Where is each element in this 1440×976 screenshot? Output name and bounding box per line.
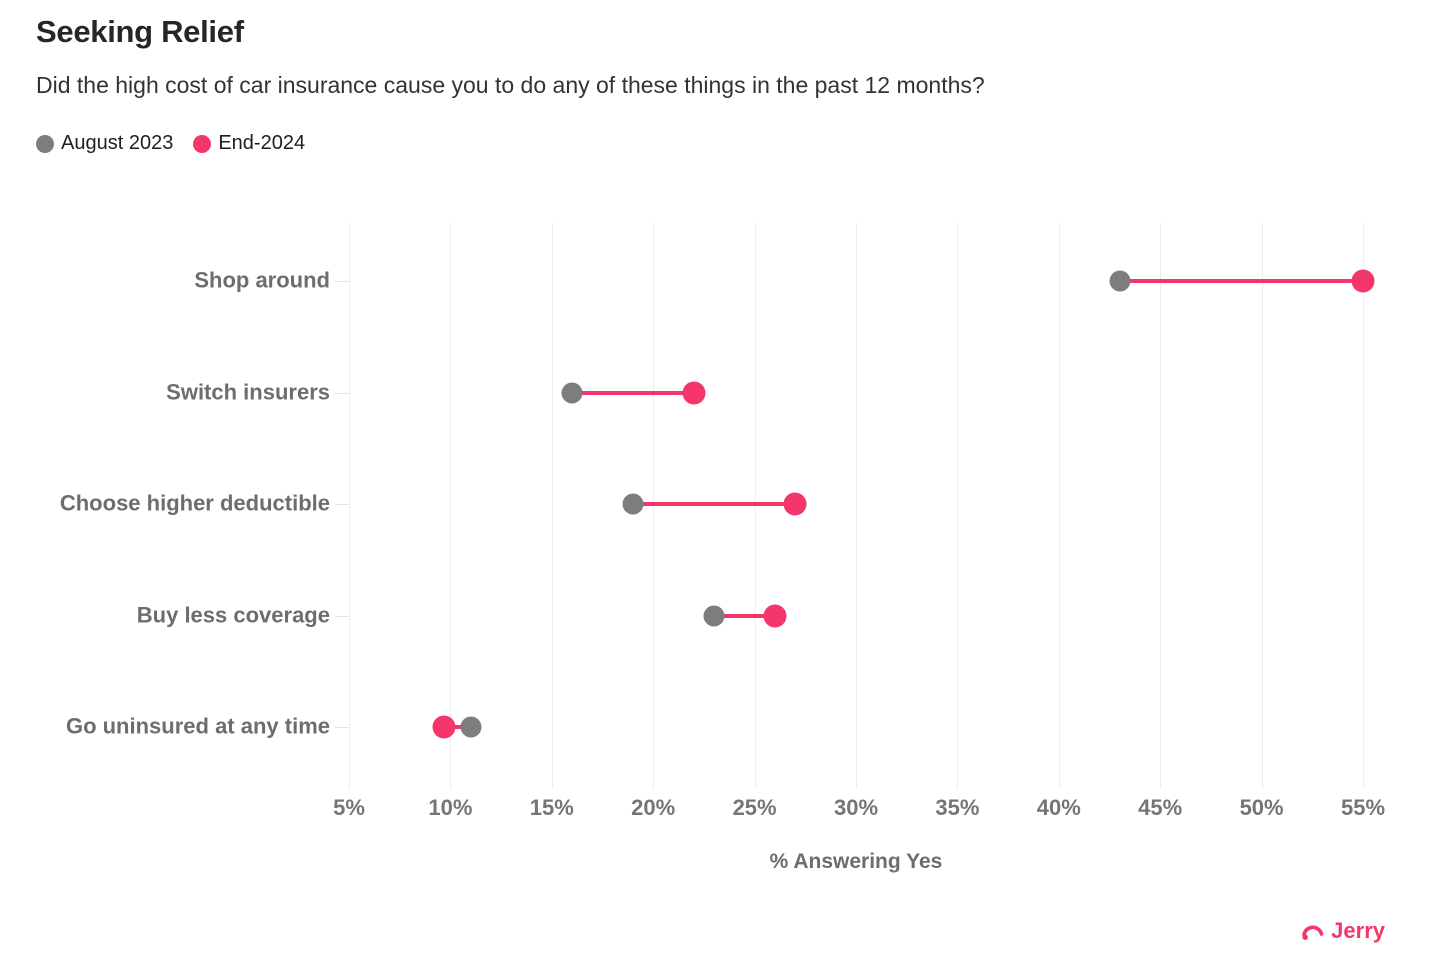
x-axis-tick-label: 15% <box>529 795 574 820</box>
gridline <box>551 223 553 789</box>
category-tick <box>335 727 349 728</box>
category-label: Go uninsured at any time <box>65 713 330 739</box>
dot-august-2023 <box>622 493 644 515</box>
gridline <box>653 223 655 789</box>
x-axis-tick-label: 20% <box>631 795 676 820</box>
legend-dot-august-2023-icon <box>36 134 54 153</box>
x-axis-title: % Answering Yes <box>769 850 943 873</box>
x-axis-tick-label: 50% <box>1239 795 1284 820</box>
brand-name: Jerry <box>1331 918 1385 943</box>
category-label: Choose higher deductible <box>59 490 330 516</box>
category-label: Buy less coverage <box>136 601 330 627</box>
dumbbell-connector <box>572 390 694 395</box>
legend-label: End-2024 <box>218 132 306 154</box>
dot-end-2024 <box>432 715 456 739</box>
category-tick <box>335 281 349 282</box>
jerry-logo-icon <box>1299 920 1326 943</box>
category-tick <box>335 615 349 617</box>
dot-august-2023 <box>703 605 725 626</box>
legend-label: August 2023 <box>61 132 174 154</box>
dot-august-2023 <box>1109 270 1131 292</box>
dumbbell-connector <box>632 502 796 506</box>
x-axis-tick-label: 55% <box>1340 795 1386 820</box>
dot-end-2024 <box>783 492 807 516</box>
x-axis-tick-label: 30% <box>833 795 879 820</box>
x-axis-tick-label: 35% <box>935 795 980 820</box>
x-axis-tick-label: 40% <box>1036 795 1081 820</box>
category-label: Switch insurers <box>166 378 330 404</box>
gridline <box>1160 223 1162 789</box>
brand-logo: Jerry <box>1299 918 1385 944</box>
x-axis-tick-label: 10% <box>428 795 473 820</box>
x-axis-tick-label: 45% <box>1138 795 1183 820</box>
legend-dot-end-2024-icon <box>193 134 212 153</box>
dot-august-2023 <box>561 382 583 403</box>
plot-area: 5% 10% 15% 20% 25% 30% 35% 40% 45% 50% 55% Shop aro… <box>0 223 1440 820</box>
x-axis-tick-label: 25% <box>732 795 777 820</box>
chart-title: Seeking Relief <box>36 14 244 49</box>
category-tick <box>335 504 349 505</box>
gridline <box>1058 223 1060 789</box>
x-axis-tick-label: 5% <box>333 795 365 820</box>
dumbbell-connector <box>1119 279 1363 283</box>
dumbbell-connector <box>444 725 471 729</box>
gridline <box>957 223 959 789</box>
gridline <box>450 223 452 789</box>
category-tick <box>335 392 349 394</box>
legend: August 2023 End-2024 <box>36 132 305 155</box>
dot-august-2023 <box>460 716 482 738</box>
dot-end-2024 <box>1351 269 1375 293</box>
chart-subtitle: Did the high cost of car insurance cause… <box>36 72 985 98</box>
gridline <box>349 223 350 789</box>
dumbbell-connector <box>714 613 775 618</box>
dot-end-2024 <box>763 604 787 627</box>
legend-item-august-2023: August 2023 <box>36 132 173 155</box>
gridline <box>1261 223 1263 789</box>
gridline <box>856 223 857 789</box>
dot-end-2024 <box>682 381 706 404</box>
gridline <box>1363 223 1364 789</box>
category-label: Shop around <box>194 267 330 293</box>
gridline <box>754 223 756 789</box>
legend-item-end-2024: End-2024 <box>193 132 305 155</box>
